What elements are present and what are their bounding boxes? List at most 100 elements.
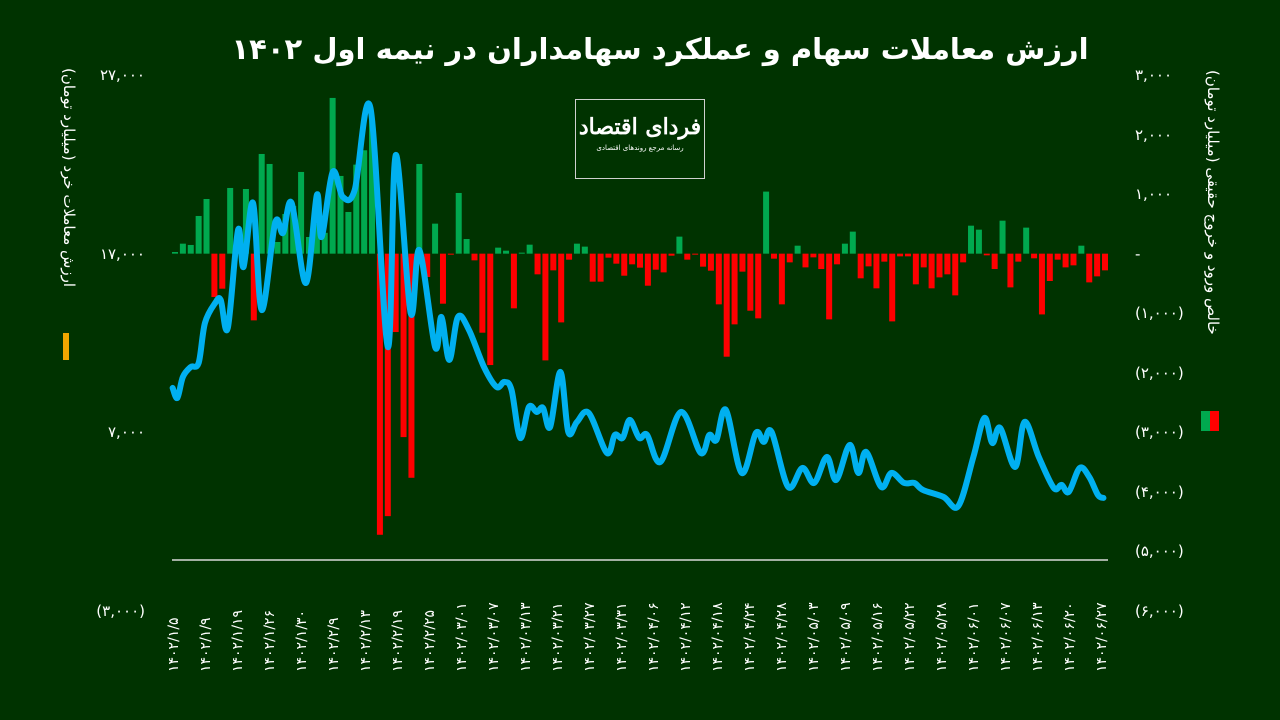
net-flow-bar	[857, 253, 864, 279]
net-flow-bar	[983, 253, 990, 256]
net-flow-bar	[384, 253, 391, 517]
right-axis-title: خالص ورود و خروج حقیقی (میلیارد تومان)	[1204, 70, 1222, 335]
x-axis-tick-label: ۱۴۰۲/۰۵/۰۳	[806, 602, 822, 672]
net-flow-bar	[936, 253, 943, 278]
net-flow-bar	[770, 253, 777, 259]
net-flow-bar	[715, 253, 722, 305]
net-flow-bar	[660, 253, 667, 273]
net-flow-bar	[313, 223, 320, 254]
net-flow-bar	[794, 245, 801, 254]
right-axis-tick-label: (۱,۰۰۰)	[1135, 304, 1184, 323]
right-axis-tick-label: -	[1135, 244, 1141, 263]
net-flow-bar	[376, 253, 383, 535]
net-flow-bar	[810, 253, 817, 258]
x-axis-tick-label: ۱۴۰۲/۰۴/۲۸	[774, 602, 790, 672]
x-axis-tick-label: ۱۴۰۲/۰۴/۰۶	[646, 602, 662, 672]
right-axis-tick-label: ۲,۰۰۰	[1135, 125, 1172, 144]
net-flow-bar	[432, 223, 439, 254]
net-flow-bar	[1094, 253, 1101, 277]
net-flow-bar	[321, 232, 328, 254]
left-axis-title: ارزش معاملات خرد (میلیارد تومان)	[60, 68, 78, 288]
net-flow-bar	[455, 192, 462, 254]
x-axis-tick-label: ۱۴۰۲/۰۴/۱۲	[678, 602, 694, 672]
x-axis-tick-label: ۱۴۰۲/۰۳/۰۱	[454, 602, 470, 672]
net-flow-bar	[353, 164, 360, 254]
net-flow-bar	[975, 229, 982, 254]
x-axis-tick-label: ۱۴۰۲/۱/۳۰	[294, 609, 310, 672]
net-flow-bar	[904, 253, 911, 257]
net-flow-bar	[629, 253, 636, 265]
net-flow-bar	[818, 253, 825, 270]
x-axis-tick-label: ۱۴۰۲/۰۴/۱۸	[710, 602, 726, 672]
x-axis-tick-label: ۱۴۰۲/۰۳/۲۱	[550, 602, 566, 672]
net-flow-bar	[960, 253, 967, 263]
net-flow-bar	[495, 247, 502, 254]
right-legend-marker-positive	[1201, 411, 1210, 431]
net-flow-bar	[463, 239, 470, 254]
net-flow-bar	[361, 150, 368, 254]
net-flow-bar	[1007, 253, 1014, 288]
right-axis-tick-label: (۲,۰۰۰)	[1135, 363, 1184, 382]
net-flow-bar	[865, 253, 872, 267]
net-flow-bar	[889, 253, 896, 322]
x-axis-tick-label: ۱۴۰۲/۰۶/۲۰	[1062, 602, 1078, 672]
net-flow-bar	[873, 253, 880, 289]
logo-subtitle: رسانه مرجع روندهای اقتصادی	[596, 144, 684, 152]
net-flow-bar	[542, 253, 549, 361]
logo: فردای اقتصاد رسانه مرجع روندهای اقتصادی	[575, 99, 705, 179]
net-flow-bar	[637, 253, 643, 268]
net-flow-bar	[510, 253, 517, 309]
net-flow-bar	[550, 253, 557, 271]
net-flow-bar	[707, 253, 714, 271]
right-axis-tick-label: (۳,۰۰۰)	[1135, 423, 1184, 442]
left-legend-marker	[63, 333, 69, 360]
net-flow-bar	[700, 253, 707, 267]
net-flow-bar	[1054, 253, 1061, 260]
x-axis-tick-label: ۱۴۰۲/۲/۱۳	[358, 609, 374, 672]
x-axis-tick-label: ۱۴۰۲/۱/۵	[166, 617, 182, 672]
x-axis-tick-label: ۱۴۰۲/۰۴/۲۴	[742, 602, 758, 672]
net-flow-bar	[778, 253, 785, 305]
x-axis-tick-label: ۱۴۰۲/۱/۲۶	[262, 609, 278, 672]
net-flow-bar	[747, 253, 754, 311]
net-flow-bar	[802, 253, 809, 268]
net-flow-bar	[597, 253, 604, 282]
left-axis-tick-label: ۱۷,۰۰۰	[99, 244, 145, 263]
net-flow-bar	[912, 253, 919, 285]
net-flow-bar	[503, 250, 510, 254]
net-flow-bar	[471, 253, 478, 261]
net-flow-bar	[739, 253, 746, 272]
net-flow-bar	[755, 253, 762, 319]
net-flow-bar	[684, 253, 691, 260]
net-flow-bar	[763, 191, 770, 254]
x-axis-tick-label: ۱۴۰۲/۰۶/۰۷	[998, 602, 1014, 672]
left-axis-tick-label: ۷,۰۰۰	[108, 423, 145, 442]
x-axis-tick-label: ۱۴۰۲/۰۶/۱۳	[1030, 602, 1046, 672]
net-flow-bar	[416, 163, 423, 254]
net-flow-bar	[897, 253, 904, 257]
net-flow-bar	[968, 225, 975, 254]
net-flow-bar	[1038, 253, 1045, 315]
net-flow-bar	[944, 253, 951, 275]
x-axis-tick-label: ۱۴۰۲/۲/۹	[326, 617, 342, 672]
net-flow-bar	[345, 211, 352, 254]
net-flow-bar	[392, 253, 399, 333]
chart-title: ارزش معاملات سهام و عملکرد سهامداران در …	[231, 32, 1089, 66]
net-flow-bar	[447, 253, 454, 255]
net-flow-bar	[369, 120, 376, 254]
x-axis-tick-label: ۱۴۰۲/۰۳/۰۷	[486, 602, 502, 672]
net-flow-bar	[211, 253, 218, 298]
net-flow-bar	[258, 153, 265, 254]
right-axis-tick-label: (۴,۰۰۰)	[1135, 482, 1184, 501]
x-axis-tick-label: ۱۴۰۲/۰۳/۲۷	[582, 602, 598, 672]
net-flow-bar	[479, 253, 486, 333]
net-flow-bar	[408, 253, 415, 478]
right-axis-tick-label: ۳,۰۰۰	[1135, 66, 1172, 84]
net-flow-bar	[250, 253, 257, 321]
right-legend-marker-negative	[1210, 411, 1219, 431]
net-flow-bar	[400, 253, 407, 438]
net-flow-bar	[534, 253, 541, 275]
net-flow-bar	[692, 253, 699, 255]
net-flow-bar	[920, 253, 927, 268]
net-flow-bar	[558, 253, 565, 323]
